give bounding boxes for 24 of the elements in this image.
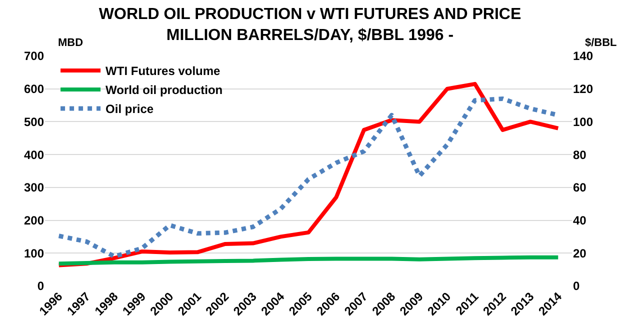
y-tick-label: 600 bbox=[24, 82, 44, 96]
y-tick-label: 200 bbox=[24, 213, 44, 228]
y2-tick-label: 120 bbox=[573, 82, 594, 96]
y-tick-label: 0 bbox=[37, 279, 44, 294]
y2-tick-label: 20 bbox=[573, 246, 587, 260]
y2-axis-title: $/BBL bbox=[585, 37, 618, 49]
y2-tick-label: 60 bbox=[573, 180, 587, 195]
chart-subtitle: MILLION BARRELS/DAY, $/BBL 1996 - bbox=[166, 27, 454, 44]
y2-tick-label: 140 bbox=[573, 49, 594, 64]
line-series bbox=[56, 255, 560, 266]
y-tick-label: 700 bbox=[24, 49, 44, 64]
y2-tick-label: 80 bbox=[573, 148, 587, 162]
y-tick-label: 400 bbox=[24, 148, 44, 162]
y-tick-label: 500 bbox=[24, 114, 44, 129]
legend-label: WTI Futures volume bbox=[106, 64, 221, 78]
chart-title: WORLD OIL PRODUCTION v WTI FUTURES AND PRICE bbox=[98, 6, 522, 24]
y-tick-label: 300 bbox=[24, 180, 44, 195]
y-axis-title: MBD bbox=[58, 37, 84, 49]
y2-tick-label: 40 bbox=[573, 213, 587, 228]
y2-tick-label: 100 bbox=[573, 114, 594, 129]
legend-label: World oil production bbox=[106, 83, 223, 98]
y-tick-label: 100 bbox=[24, 246, 44, 260]
y2-tick-label: 0 bbox=[573, 279, 580, 294]
legend-label: Oil price bbox=[106, 102, 154, 116]
